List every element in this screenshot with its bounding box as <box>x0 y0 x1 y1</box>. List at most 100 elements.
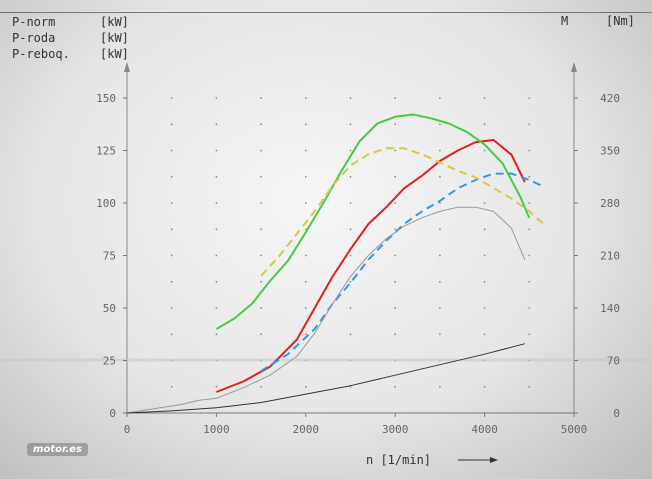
grid-dot <box>304 97 307 99</box>
left-tick-label: 50 <box>103 302 116 315</box>
grid-dot <box>349 97 352 99</box>
left-tick-label: 100 <box>96 197 116 210</box>
series-line-1 <box>260 172 544 372</box>
legend-name: P-norm <box>12 15 56 29</box>
left-tick-label: 125 <box>96 145 116 158</box>
left-tick-label: 150 <box>96 92 116 105</box>
grid-dot <box>394 97 397 99</box>
x-axis-label: n [1/min] <box>366 453 431 467</box>
grid-dot <box>439 254 441 257</box>
grid-dot <box>394 307 397 309</box>
grid-dot <box>394 333 397 336</box>
right-tick-label: 210 <box>600 250 620 263</box>
grid-dot <box>304 123 307 126</box>
legend-row-p-norm: P-norm [kW] <box>12 14 129 30</box>
grid-dot <box>439 123 441 126</box>
grid-dot <box>260 149 262 152</box>
grid-dot <box>170 123 173 126</box>
grid-dot <box>170 202 173 204</box>
grid-dot <box>170 307 173 309</box>
grid-dot <box>170 149 173 152</box>
grid-dot <box>528 123 531 126</box>
left-tick-label: 0 <box>109 407 116 420</box>
tick-labels: 0 1000 2000 3000 4000 5000 0 25 50 75 100 125 150 0 70… <box>96 92 620 436</box>
axes <box>0 62 652 414</box>
grid-dot <box>528 175 531 178</box>
grid-dot <box>439 202 441 204</box>
legend-name: P-roda <box>12 31 56 45</box>
right-tick-label: 140 <box>600 302 620 315</box>
grid-dot <box>304 254 307 257</box>
grid-dot <box>439 280 441 283</box>
grid-dot <box>260 228 262 231</box>
grid-dot <box>394 254 397 257</box>
left-tick-label: 75 <box>103 250 116 263</box>
grid-dot <box>483 228 486 231</box>
grid-dot <box>260 175 262 178</box>
grid-dot <box>215 149 218 152</box>
grid-dot <box>483 123 486 126</box>
grid-dot <box>349 307 352 309</box>
legend-unit: [kW] <box>100 31 129 45</box>
legend: P-norm [kW] P-roda [kW] P-reboq. [kW] <box>12 14 129 62</box>
grid <box>170 97 531 388</box>
series-group <box>126 113 544 414</box>
grid-dot <box>439 97 441 99</box>
grid-dot <box>483 254 486 257</box>
grid-dot <box>528 202 531 204</box>
grid-dot <box>528 385 531 388</box>
grid-dot <box>215 97 218 99</box>
grid-dot <box>528 307 531 309</box>
series-line-0 <box>216 139 526 393</box>
grid-dot <box>528 280 531 283</box>
grid-dot <box>349 149 352 152</box>
series-line-3 <box>260 147 544 277</box>
series-line-2 <box>215 113 531 330</box>
grid-dot <box>394 228 397 231</box>
grid-dot <box>483 385 486 388</box>
grid-dot <box>349 254 352 257</box>
legend-row-p-reboq: P-reboq. [kW] <box>12 46 129 62</box>
grid-dot <box>304 149 307 152</box>
grid-dot <box>483 97 486 99</box>
x-tick-label: 4000 <box>471 423 498 436</box>
legend-unit: [kW] <box>100 15 129 29</box>
watermark: motor.es <box>27 443 88 456</box>
grid-dot <box>439 307 441 309</box>
grid-dot <box>170 228 173 231</box>
grid-dot <box>260 385 262 388</box>
right-axis-arrow <box>571 62 577 72</box>
grid-dot <box>304 333 307 336</box>
legend-unit: [kW] <box>100 47 129 61</box>
grid-dot <box>528 254 531 257</box>
grid-dot <box>483 307 486 309</box>
grid-dot <box>215 202 218 204</box>
right-tick-label: 350 <box>600 145 620 158</box>
grid-dot <box>170 97 173 99</box>
left-tick-label: 25 <box>103 355 116 368</box>
grid-dot <box>349 175 352 178</box>
grid-dot <box>349 333 352 336</box>
grid-dot <box>394 123 397 126</box>
grid-dot <box>394 149 397 152</box>
grid-dot <box>170 280 173 283</box>
grid-dot <box>215 123 218 126</box>
grid-dot <box>483 333 486 336</box>
right-tick-label: 70 <box>607 355 620 368</box>
series-line-4 <box>126 206 526 414</box>
grid-dot <box>215 228 218 231</box>
grid-dot <box>349 228 352 231</box>
grid-dot <box>439 149 441 152</box>
grid-dot <box>528 333 531 336</box>
grid-dot <box>304 385 307 388</box>
right-tick-label: 280 <box>600 197 620 210</box>
grid-dot <box>483 149 486 152</box>
header-rule <box>0 12 652 13</box>
grid-dot <box>304 307 307 309</box>
grid-dot <box>260 97 262 99</box>
grid-dot <box>304 175 307 178</box>
grid-dot <box>260 333 262 336</box>
grid-dot <box>304 280 307 283</box>
right-tick-label: 420 <box>600 92 620 105</box>
